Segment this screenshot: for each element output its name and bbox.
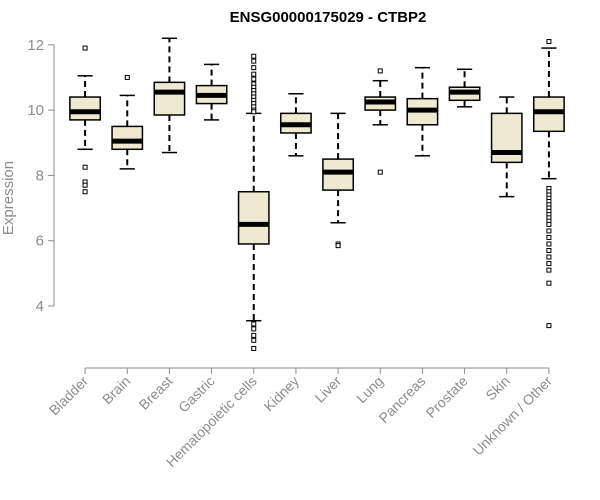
outlier-point <box>546 323 552 329</box>
box-brain <box>111 74 144 170</box>
chart-title: ENSG00000175029 - CTBP2 <box>230 9 427 26</box>
outlier-point <box>335 243 341 249</box>
x-tick-label: Unknown / Other <box>469 373 555 459</box>
y-tick-label: 8 <box>36 167 44 184</box>
x-tick-label: Pancreas <box>375 373 428 426</box>
outlier-point <box>377 169 383 175</box>
x-tick-label: Liver <box>311 373 344 406</box>
outlier-point <box>251 65 257 71</box>
outlier-point <box>82 182 88 188</box>
outlier-point <box>251 109 257 115</box>
y-axis: 4 6 8 10 12 <box>27 37 55 315</box>
x-tick-label: Breast <box>136 373 176 413</box>
outlier-point <box>546 267 552 273</box>
x-tick-label: Prostate <box>423 373 471 421</box>
x-tick-label: Lung <box>353 373 386 406</box>
box-bladder <box>69 45 102 195</box>
outlier-point <box>251 321 257 327</box>
outlier-point <box>546 254 552 260</box>
y-tick-label: 10 <box>27 102 44 119</box>
outlier-point <box>546 280 552 286</box>
iqr-box <box>153 81 186 116</box>
iqr-box <box>111 125 144 151</box>
outlier-point <box>82 189 88 195</box>
iqr-box <box>69 96 102 121</box>
box-pancreas <box>406 66 439 157</box>
outlier-point <box>82 164 88 170</box>
outlier-point <box>251 332 257 338</box>
x-tick-label: Brain <box>99 373 133 407</box>
y-tick-label: 6 <box>36 233 44 250</box>
outlier-point <box>377 68 383 74</box>
outlier-point <box>546 248 552 254</box>
box-series <box>69 37 565 351</box>
x-tick-label: Bladder <box>46 373 92 419</box>
iqr-box <box>237 190 270 245</box>
x-tick-label: Kidney <box>260 373 302 415</box>
outlier-point <box>251 345 257 351</box>
outlier-point <box>546 228 552 234</box>
box-skin <box>490 96 523 198</box>
box-liver <box>322 112 355 249</box>
outlier-point <box>251 326 257 332</box>
y-tick-label: 4 <box>36 298 44 315</box>
box-gastric <box>195 63 228 121</box>
outlier-point <box>251 337 257 343</box>
outlier-point <box>546 221 552 227</box>
x-tick-label: Skin <box>482 373 513 404</box>
outlier-point <box>546 241 552 247</box>
outlier-point <box>251 58 257 64</box>
outlier-point <box>82 45 88 51</box>
outlier-point <box>546 261 552 267</box>
y-tick-label: 12 <box>27 37 44 54</box>
outlier-point <box>546 39 552 45</box>
outlier-point <box>251 71 257 77</box>
outlier-point <box>251 53 257 59</box>
box-unknown-other <box>532 39 565 329</box>
outlier-point <box>124 74 130 80</box>
outlier-point <box>546 234 552 240</box>
box-prostate <box>448 68 481 108</box>
box-lung <box>364 68 397 175</box>
box-hematopoietic-cells <box>237 53 270 351</box>
box-breast <box>153 37 186 154</box>
box-kidney <box>279 93 312 157</box>
outlier-point <box>251 76 257 82</box>
y-axis-label: Expression <box>0 161 17 235</box>
